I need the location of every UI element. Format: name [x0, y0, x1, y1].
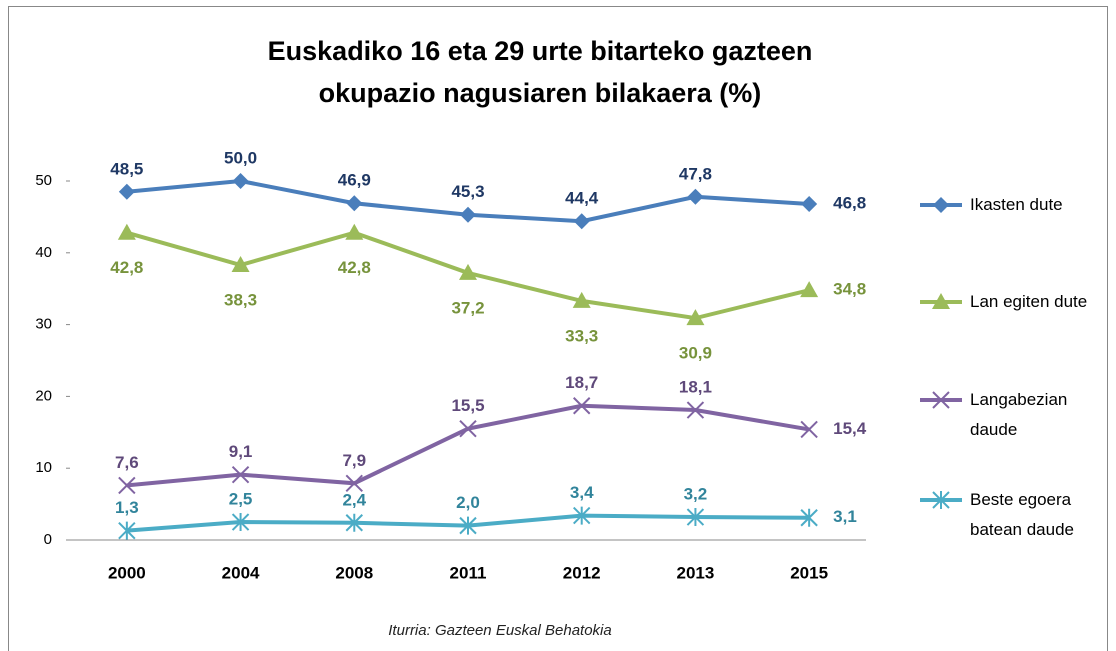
data-label: 3,4	[570, 483, 594, 502]
x-tick-label: 2000	[108, 563, 146, 582]
y-tick-label: 20	[35, 387, 52, 404]
marker	[573, 506, 591, 525]
marker	[232, 173, 249, 189]
marker	[800, 508, 818, 527]
marker	[686, 309, 705, 326]
data-label: 37,2	[451, 298, 484, 317]
marker	[800, 281, 819, 298]
data-label: 15,4	[833, 419, 867, 438]
chart-title: Euskadiko 16 eta 29 urte bitarteko gazte…	[267, 36, 813, 108]
legend-label: Ikasten dute	[970, 195, 1063, 214]
marker	[573, 397, 591, 415]
x-tick-label: 2013	[677, 563, 715, 582]
source-note: Iturria: Gazteen Euskal Behatokia	[388, 622, 612, 639]
marker	[686, 508, 705, 527]
marker	[459, 516, 477, 535]
data-label: 48,5	[110, 159, 143, 178]
y-tick-label: 10	[35, 459, 52, 476]
data-label: 42,8	[110, 258, 143, 277]
data-label: 1,3	[115, 498, 139, 517]
data-label: 30,9	[679, 344, 712, 363]
marker	[460, 206, 476, 223]
marker	[346, 195, 363, 212]
marker	[118, 183, 135, 200]
marker	[801, 195, 818, 212]
data-label: 2,0	[456, 493, 480, 512]
legend-marker	[932, 391, 950, 409]
data-label: 3,2	[684, 485, 708, 504]
data-label: 18,1	[679, 378, 712, 397]
marker	[231, 513, 250, 532]
y-tick-label: 40	[35, 244, 52, 261]
data-label: 18,7	[565, 373, 598, 392]
data-label: 44,4	[565, 189, 599, 208]
x-tick-label: 2012	[563, 563, 601, 582]
marker	[231, 256, 250, 273]
x-tick-label: 2015	[790, 563, 828, 582]
marker	[345, 223, 364, 240]
x-tick-label: 2004	[222, 563, 260, 582]
data-label: 38,3	[224, 290, 257, 309]
data-label: 47,8	[679, 164, 712, 183]
marker	[573, 213, 590, 230]
data-label: 50,0	[224, 148, 257, 167]
frame	[8, 6, 1108, 651]
data-label: 46,8	[833, 193, 866, 212]
legend-marker	[932, 293, 950, 309]
legend-label: Lan egiten dute	[970, 292, 1088, 311]
marker	[800, 420, 818, 439]
data-label: 9,1	[229, 442, 253, 461]
legend-label: Langabezian daude	[970, 390, 1068, 439]
marker	[117, 223, 136, 240]
marker	[345, 474, 363, 492]
data-label: 2,5	[229, 490, 253, 509]
x-tick-label: 2008	[335, 563, 373, 582]
data-label: 42,8	[338, 258, 371, 277]
data-label: 7,9	[342, 451, 366, 470]
marker	[459, 420, 477, 438]
legend-marker	[932, 491, 950, 509]
data-label: 2,4	[342, 490, 366, 509]
y-tick-label: 0	[44, 531, 52, 548]
data-label: 46,9	[338, 171, 371, 190]
marker	[118, 476, 136, 495]
data-label: 33,3	[565, 326, 598, 345]
marker	[459, 263, 477, 280]
y-tick-label: 30	[35, 316, 52, 333]
y-tick-label: 50	[35, 172, 52, 189]
legend-marker	[933, 197, 949, 213]
marker	[231, 465, 250, 484]
data-label: 34,8	[833, 280, 866, 299]
legend-label: Beste egoera batean daude	[970, 490, 1074, 539]
marker	[686, 401, 705, 419]
x-tick-label: 2011	[450, 563, 487, 582]
marker	[572, 291, 591, 308]
data-label: 15,5	[451, 396, 484, 415]
marker	[345, 513, 363, 532]
marker	[687, 188, 704, 205]
data-label: 7,6	[115, 453, 139, 472]
data-label: 3,1	[833, 507, 857, 526]
marker	[118, 521, 136, 540]
data-label: 45,3	[451, 182, 484, 201]
